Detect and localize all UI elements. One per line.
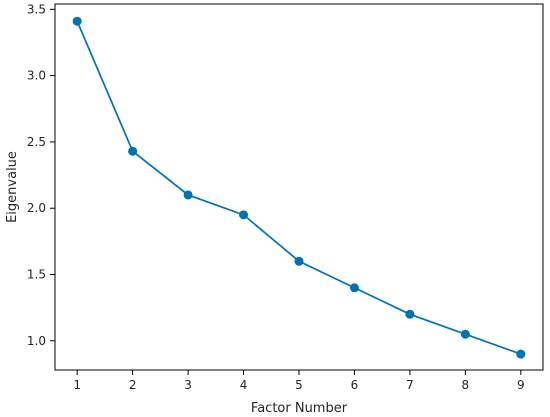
data-point — [349, 283, 359, 293]
y-tick-label: 2.5 — [27, 135, 46, 149]
y-tick-label: 1.5 — [27, 268, 46, 282]
data-point — [239, 210, 249, 220]
series-line — [76, 20, 522, 355]
x-tick-label: 4 — [240, 378, 248, 392]
data-point — [516, 349, 526, 359]
x-tick-label: 6 — [351, 378, 359, 392]
plot-frame — [54, 3, 544, 371]
y-tick-label: 3.5 — [27, 2, 46, 16]
x-tick-label: 7 — [406, 378, 414, 392]
x-axis-label: Factor Number — [251, 401, 348, 416]
x-tick-label: 5 — [295, 378, 303, 392]
y-axis-ticks: 1.0 1.5 2.0 2.5 3.0 3.5 — [27, 2, 55, 348]
eigenvalue-series — [72, 16, 526, 359]
x-axis-ticks: 1 2 3 4 5 6 7 8 9 — [73, 370, 525, 392]
data-point — [460, 329, 470, 339]
y-tick-label: 3.0 — [27, 69, 46, 83]
x-tick-label: 3 — [184, 378, 192, 392]
y-tick-label: 1.0 — [27, 334, 46, 348]
x-tick-label: 8 — [462, 378, 470, 392]
y-tick-label: 2.0 — [27, 201, 46, 215]
data-point — [72, 16, 82, 26]
data-point — [405, 309, 415, 319]
x-tick-label: 2 — [129, 378, 137, 392]
data-point — [183, 190, 193, 200]
y-axis-label: Eigenvalue — [5, 151, 20, 223]
data-point — [128, 146, 138, 156]
data-point — [294, 256, 304, 266]
x-tick-label: 1 — [73, 378, 81, 392]
x-tick-label: 9 — [517, 378, 525, 392]
